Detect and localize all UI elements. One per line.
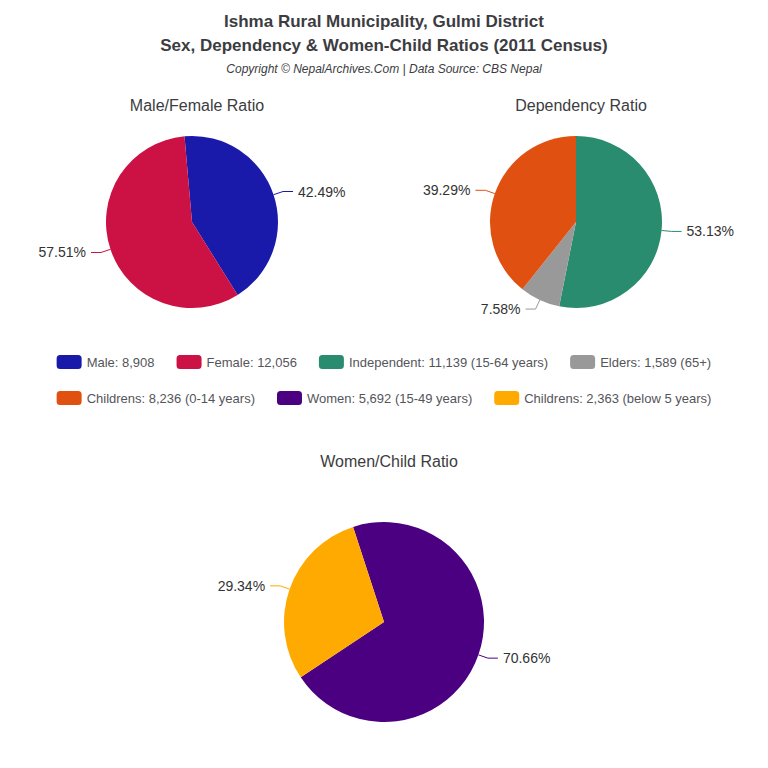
svg-text:42.49%: 42.49% <box>298 184 345 200</box>
svg-text:7.58%: 7.58% <box>481 301 521 317</box>
svg-text:Women/Child Ratio: Women/Child Ratio <box>320 453 458 470</box>
svg-text:Independent: 11,139 (15-64 yea: Independent: 11,139 (15-64 years) <box>349 355 548 370</box>
svg-text:Copyright © NepalArchives.Com: Copyright © NepalArchives.Com | Data Sou… <box>226 62 542 76</box>
svg-text:Childrens: 8,236 (0-14 years): Childrens: 8,236 (0-14 years) <box>87 391 255 406</box>
svg-text:Elders: 1,589 (65+): Elders: 1,589 (65+) <box>600 355 711 370</box>
svg-text:Ishma Rural Municipality, Gulm: Ishma Rural Municipality, Gulmi District <box>224 12 544 31</box>
svg-text:Female: 12,056: Female: 12,056 <box>207 355 297 370</box>
svg-text:Dependency Ratio: Dependency Ratio <box>515 97 647 114</box>
svg-text:Male/Female Ratio: Male/Female Ratio <box>130 97 264 114</box>
svg-text:Childrens: 2,363 (below 5 year: Childrens: 2,363 (below 5 years) <box>524 391 711 406</box>
svg-text:57.51%: 57.51% <box>38 244 85 260</box>
svg-text:70.66%: 70.66% <box>503 650 550 666</box>
svg-text:Women: 5,692 (15-49 years): Women: 5,692 (15-49 years) <box>307 391 472 406</box>
svg-text:Male: 8,908: Male: 8,908 <box>87 355 155 370</box>
svg-text:39.29%: 39.29% <box>423 182 470 198</box>
svg-text:Sex, Dependency & Women-Child: Sex, Dependency & Women-Child Ratios (20… <box>160 36 607 55</box>
svg-text:29.34%: 29.34% <box>218 578 265 594</box>
svg-text:53.13%: 53.13% <box>687 223 734 239</box>
